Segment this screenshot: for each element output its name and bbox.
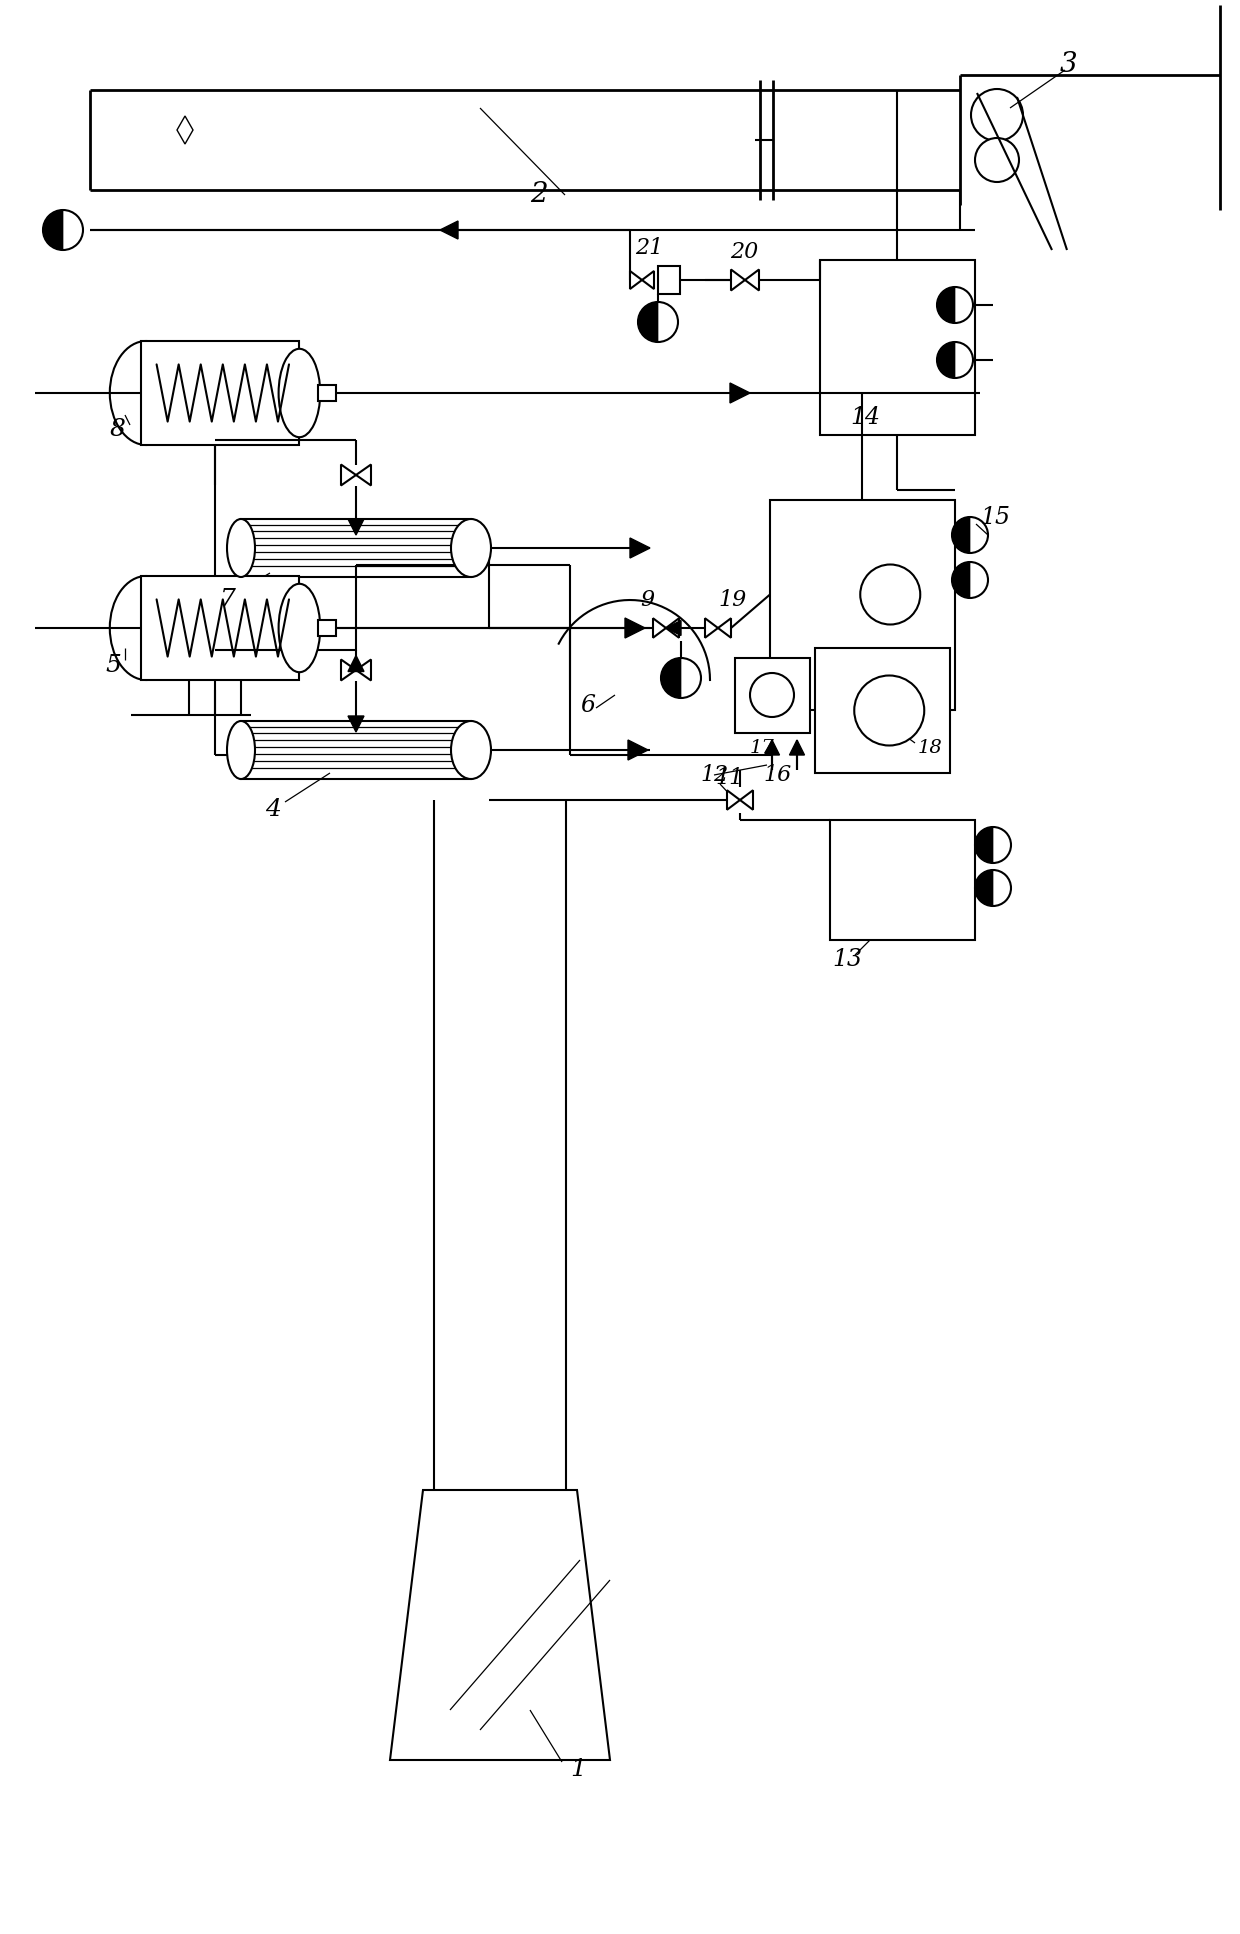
- Polygon shape: [627, 741, 649, 760]
- Text: 9: 9: [640, 590, 655, 611]
- Text: 2: 2: [529, 182, 548, 209]
- Polygon shape: [639, 302, 658, 342]
- Polygon shape: [177, 116, 193, 143]
- Text: 18: 18: [918, 739, 942, 756]
- Polygon shape: [348, 716, 365, 731]
- Text: 4: 4: [265, 799, 281, 822]
- Text: 20: 20: [730, 242, 758, 263]
- Text: 10: 10: [875, 719, 905, 741]
- Polygon shape: [630, 538, 650, 559]
- Polygon shape: [975, 828, 993, 863]
- Text: 11: 11: [715, 768, 743, 789]
- Text: 19: 19: [718, 590, 746, 611]
- Text: 1: 1: [570, 1758, 585, 1781]
- Circle shape: [43, 211, 83, 249]
- Polygon shape: [732, 269, 745, 290]
- Text: 6: 6: [580, 694, 595, 716]
- Polygon shape: [356, 464, 371, 485]
- Polygon shape: [937, 286, 955, 323]
- Text: 17: 17: [750, 739, 775, 756]
- Circle shape: [971, 89, 1023, 141]
- Text: 5: 5: [105, 654, 120, 677]
- Ellipse shape: [227, 721, 255, 779]
- Text: 8: 8: [110, 418, 126, 441]
- Text: 7: 7: [219, 588, 236, 611]
- Polygon shape: [718, 619, 732, 638]
- Ellipse shape: [227, 518, 255, 576]
- Polygon shape: [790, 741, 805, 754]
- Text: 12: 12: [701, 764, 728, 785]
- Bar: [141, 576, 299, 681]
- Polygon shape: [952, 516, 970, 553]
- Polygon shape: [653, 619, 666, 638]
- Circle shape: [639, 302, 678, 342]
- Text: 13: 13: [832, 948, 862, 971]
- Ellipse shape: [451, 518, 491, 576]
- Bar: [241, 721, 471, 779]
- Bar: [830, 820, 975, 940]
- Polygon shape: [740, 791, 753, 810]
- Polygon shape: [341, 464, 356, 485]
- Polygon shape: [745, 269, 759, 290]
- Polygon shape: [43, 211, 63, 249]
- Polygon shape: [625, 619, 645, 638]
- Polygon shape: [341, 659, 356, 681]
- Polygon shape: [440, 220, 458, 240]
- Circle shape: [661, 658, 701, 698]
- Polygon shape: [765, 741, 780, 754]
- Bar: [317, 385, 336, 400]
- Circle shape: [975, 828, 1011, 863]
- Text: 16: 16: [763, 764, 791, 785]
- Text: 3: 3: [1060, 52, 1078, 79]
- Polygon shape: [975, 870, 993, 905]
- Circle shape: [975, 870, 1011, 905]
- Circle shape: [750, 673, 794, 718]
- Bar: [658, 267, 680, 294]
- Ellipse shape: [279, 584, 320, 673]
- Text: 14: 14: [849, 406, 880, 429]
- Polygon shape: [630, 271, 642, 288]
- Polygon shape: [937, 342, 955, 377]
- Polygon shape: [666, 619, 680, 638]
- Bar: [141, 340, 299, 445]
- Polygon shape: [348, 656, 365, 671]
- Ellipse shape: [110, 340, 182, 445]
- Bar: [735, 658, 810, 733]
- Circle shape: [937, 342, 973, 377]
- Polygon shape: [666, 621, 681, 636]
- Bar: [770, 501, 955, 710]
- Polygon shape: [706, 619, 718, 638]
- Bar: [317, 621, 336, 636]
- Ellipse shape: [279, 348, 320, 437]
- Polygon shape: [727, 791, 740, 810]
- Polygon shape: [730, 383, 750, 402]
- Circle shape: [952, 563, 988, 598]
- Circle shape: [937, 286, 973, 323]
- Polygon shape: [952, 563, 970, 598]
- Ellipse shape: [451, 721, 491, 779]
- Circle shape: [975, 137, 1019, 182]
- Polygon shape: [661, 658, 681, 698]
- Polygon shape: [391, 1489, 610, 1760]
- Polygon shape: [642, 271, 653, 288]
- Text: 21: 21: [635, 238, 663, 259]
- Polygon shape: [356, 659, 371, 681]
- Ellipse shape: [110, 576, 182, 681]
- Circle shape: [952, 516, 988, 553]
- Polygon shape: [348, 518, 365, 536]
- Bar: [815, 648, 950, 774]
- Text: 15: 15: [980, 507, 1011, 530]
- Bar: [820, 259, 975, 435]
- Bar: [241, 518, 471, 576]
- Circle shape: [854, 675, 924, 745]
- Circle shape: [861, 565, 920, 625]
